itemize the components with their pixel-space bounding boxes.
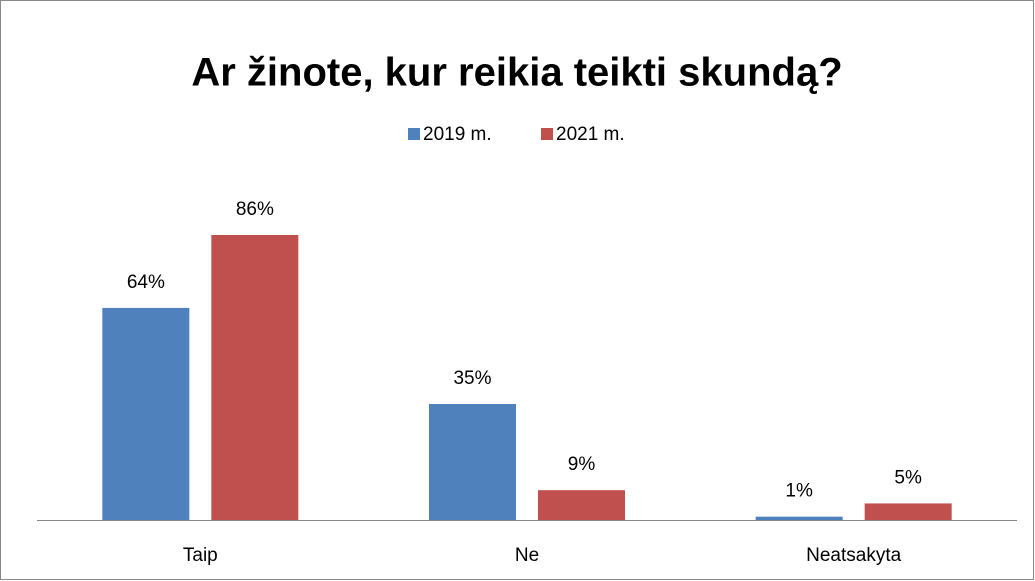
legend-label: 2019 m.: [423, 124, 492, 145]
x-tick-label: Neatsakyta: [806, 545, 901, 566]
data-label: 86%: [236, 199, 274, 220]
bar: [102, 307, 190, 520]
x-tick-label: Ne: [515, 545, 539, 566]
bar: [429, 404, 516, 520]
data-label: 1%: [785, 481, 813, 502]
chart-title: Ar žinote, kur reikia teikti skundą?: [191, 51, 842, 95]
data-label: 9%: [568, 454, 596, 475]
bar: [538, 490, 625, 520]
legend-label: 2021 m.: [556, 124, 625, 145]
legend-swatch: [541, 128, 553, 140]
bar: [864, 503, 952, 520]
data-label: 35%: [453, 368, 491, 389]
data-label: 5%: [894, 467, 922, 488]
bar: [755, 516, 843, 520]
legend-swatch: [408, 128, 420, 140]
data-label: 64%: [127, 272, 165, 293]
bar: [211, 235, 299, 520]
x-tick-label: Taip: [183, 545, 218, 566]
